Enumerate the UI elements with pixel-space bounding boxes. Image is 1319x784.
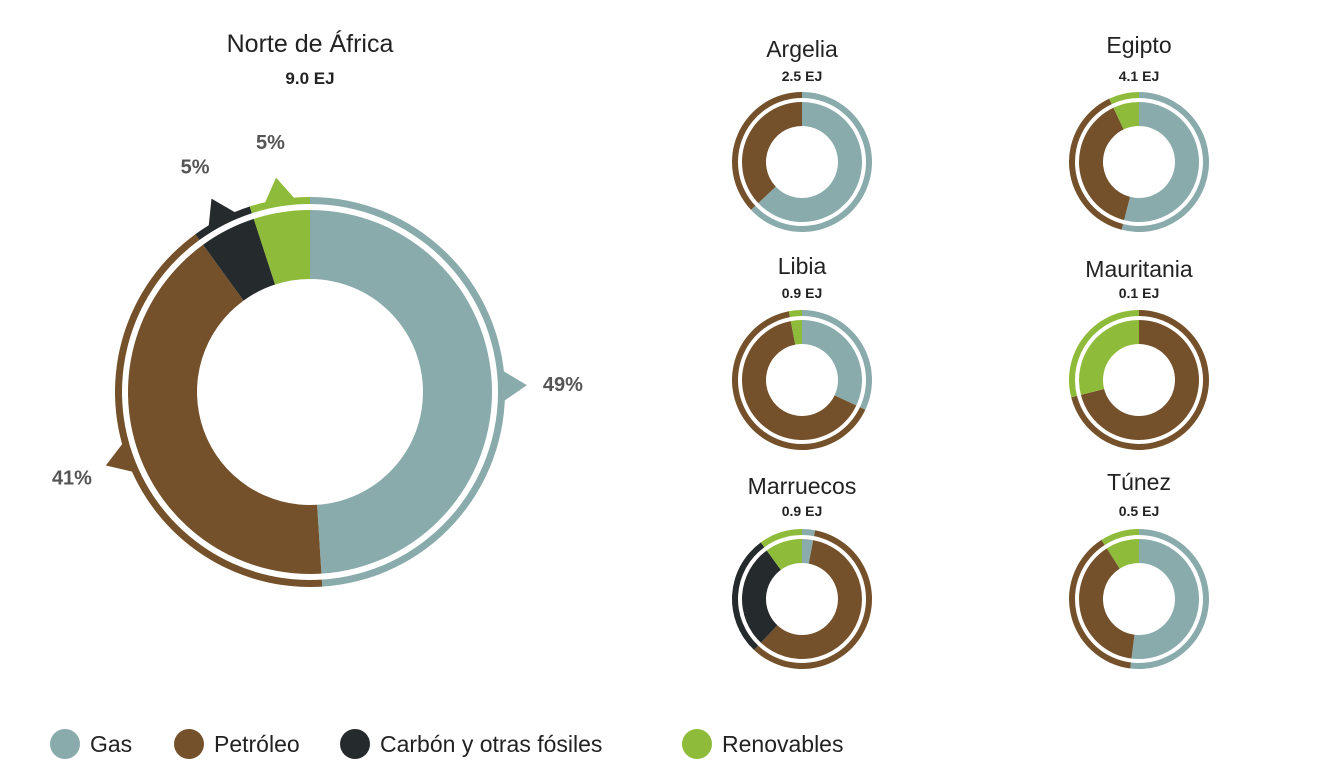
chart-title: Argelia [766,36,838,62]
slice-petroleo [760,540,862,660]
slice-renovables [1106,539,1139,569]
outer-band-renovables [1109,92,1139,105]
pointer-petroleo [105,443,134,472]
legend-item-carbon: Carbón y otras fósiles [340,726,602,762]
legend-swatch-renovables [682,729,712,759]
legend-swatch-petroleo [174,729,204,759]
slice-gas [758,102,863,222]
chart-title: Norte de África [227,29,394,58]
outer-band-renovables [760,529,802,548]
slice-renovables [253,210,310,285]
outer-band-petroleo [1068,98,1124,230]
chart-total: 2.5 EJ [782,68,822,84]
outer-band-gas [750,92,872,232]
chart-total: 0.9 EJ [782,285,822,301]
outer-band-renovables [788,310,802,318]
slice-renovables [790,319,802,345]
slice-carbon [742,550,781,643]
pct-label-renovables: 5% [256,132,285,154]
chart-total: 4.1 EJ [1119,68,1159,84]
slice-carbon [203,218,276,301]
energy-mix-donut-charts: 49% 41% 5% 5% Norte de África 9.0 EJ Argelia 2.… [52,29,1209,669]
slice-petroleo [742,102,802,204]
legend-label-petroleo: Petróleo [214,730,300,757]
slice-petroleo [741,321,857,441]
outer-band-gas [802,310,872,410]
slice-gas [310,210,492,574]
legend-swatch-gas [50,729,80,759]
donut-argelia: Argelia 2.5 EJ [732,36,872,232]
pct-label-petroleo: 41% [52,468,92,490]
chart-title: Túnez [1107,469,1171,495]
legend-label-renovables: Renovables [722,730,844,757]
outer-band-petroleo [732,92,802,210]
pct-label-gas: 49% [543,374,583,396]
slice-renovables [1079,320,1139,395]
pointer-carbon [208,198,236,227]
donut-marruecos: Marruecos 0.9 EJ [731,473,872,669]
legend-label-gas: Gas [90,730,133,757]
outer-band-carbon [195,206,252,240]
outer-band-petroleo [1068,539,1131,669]
pointer-gas [502,370,527,402]
slice-petroleo [1079,107,1131,221]
outer-band-renovables [249,197,310,214]
outer-band-carbon [731,542,765,651]
slice-petroleo [1080,320,1199,441]
outer-band-petroleo [754,530,872,669]
pointer-renovables [264,177,295,204]
chart-total: 0.1 EJ [1119,285,1159,301]
legend-label-carbon: Carbón y otras fósiles [380,730,603,757]
slice-gas [1124,102,1199,222]
chart-total: 0.9 EJ [782,503,822,519]
legend-item-petroleo: Petróleo [174,726,300,762]
slice-renovables [1113,102,1139,130]
slice-petroleo [128,244,322,574]
chart-title: Libia [778,253,827,279]
chart-total: 9.0 EJ [285,69,334,88]
donut-libia: Libia 0.9 EJ [732,253,872,450]
chart-title: Marruecos [748,473,857,499]
chart-title: Mauritania [1085,256,1193,282]
chart-title: Egipto [1106,32,1171,58]
pct-label-carbon: 5% [181,157,210,179]
outer-band-renovables [1101,529,1139,545]
slice-gas [1131,539,1199,659]
legend-swatch-carbon [340,729,370,759]
donut-egipto: Egipto 4.1 EJ [1068,32,1209,232]
slice-gas [802,320,862,406]
chart-total: 0.5 EJ [1119,503,1159,519]
donut-tunez: Túnez 0.5 EJ [1068,469,1209,669]
donut-mauritania: Mauritania 0.1 EJ [1069,256,1209,451]
legend: Gas Petróleo Carbón y otras fósiles Reno… [50,726,950,762]
slice-renovables [766,539,802,570]
legend-item-renovables: Renovables [682,726,843,762]
legend-item-gas: Gas [50,726,132,762]
slice-gas [802,539,814,564]
donut-norte-de-africa: 49% 41% 5% 5% Norte de África 9.0 EJ [52,29,583,587]
slice-petroleo [1079,548,1135,659]
outer-band-gas [802,529,816,537]
